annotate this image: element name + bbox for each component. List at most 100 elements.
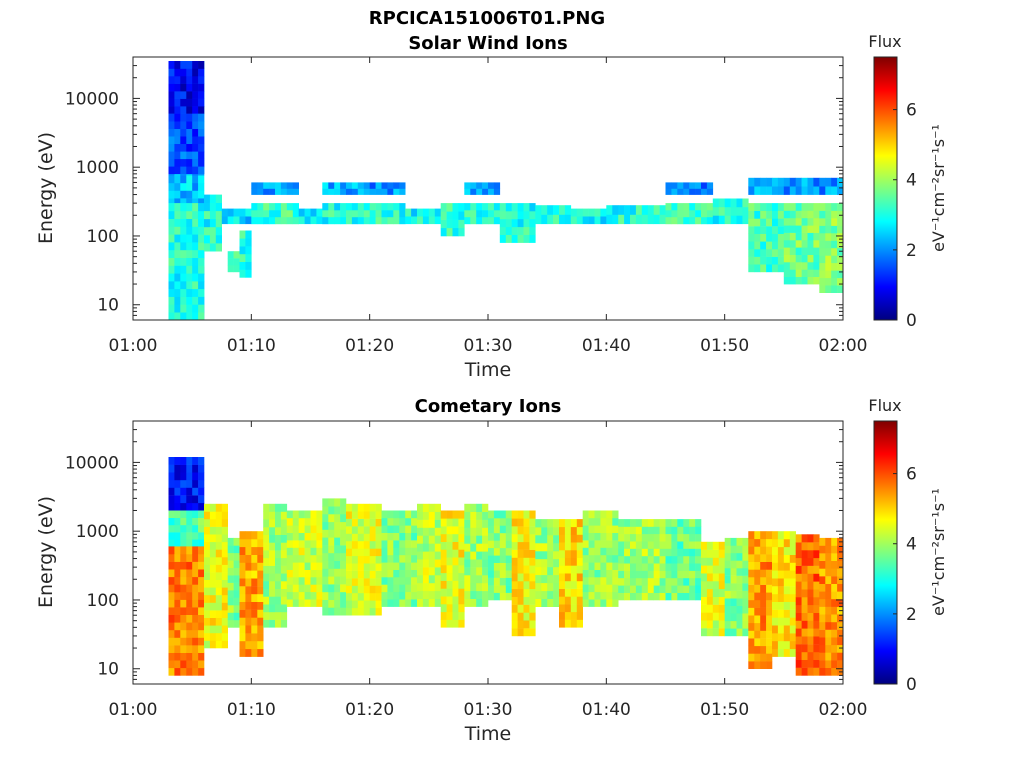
heatmap-cell <box>168 106 175 114</box>
heatmap-cell <box>831 255 838 264</box>
heatmap-cell <box>819 637 826 646</box>
heatmap-cell <box>198 304 205 313</box>
heatmap-cell <box>346 503 353 512</box>
heatmap-cell <box>772 264 779 273</box>
heatmap-cell <box>428 543 435 552</box>
heatmap-cell <box>819 218 826 226</box>
heatmap-cell <box>186 304 193 313</box>
heatmap-cell <box>600 591 607 600</box>
heatmap-cell <box>677 592 684 601</box>
heatmap-cell <box>174 273 181 282</box>
heatmap-cell <box>505 211 512 220</box>
heatmap-cell <box>689 541 696 549</box>
heatmap-cell <box>399 554 406 563</box>
heatmap-cell <box>641 577 648 586</box>
heatmap-cell <box>209 210 217 220</box>
heatmap-cell <box>186 495 193 504</box>
heatmap-cell <box>434 559 441 568</box>
heatmap-cell <box>198 472 205 481</box>
heatmap-cell <box>718 215 725 225</box>
heatmap-cell <box>630 563 637 571</box>
heatmap-cell <box>174 61 181 69</box>
heatmap-cell <box>298 591 305 600</box>
heatmap-cell <box>180 652 187 661</box>
heatmap-cell <box>695 555 702 564</box>
heatmap-cell <box>493 210 501 218</box>
heatmap-cell <box>683 217 690 225</box>
heatmap-cell <box>174 76 181 84</box>
heatmap-cell <box>671 526 678 535</box>
heatmap-cell <box>760 218 767 227</box>
heatmap-cell <box>819 591 826 600</box>
heatmap-cell <box>357 563 364 571</box>
heatmap-cell <box>559 588 566 597</box>
heatmap-cell <box>411 208 418 217</box>
heatmap-cell <box>553 590 560 599</box>
heatmap-cell <box>730 613 737 622</box>
heatmap-cell <box>795 667 802 676</box>
heatmap-cell <box>588 577 595 585</box>
heatmap-cell <box>198 539 205 547</box>
heatmap-cell <box>168 203 175 212</box>
heatmap-cell <box>446 596 453 605</box>
heatmap-cell <box>511 565 518 574</box>
x-axis-label: Time <box>464 723 512 745</box>
heatmap-cell <box>180 660 187 669</box>
heatmap-cell <box>275 182 282 189</box>
heatmap-cell <box>772 210 779 219</box>
heatmap-cell <box>683 548 690 557</box>
heatmap-cell <box>470 582 477 592</box>
heatmap-cell <box>363 511 370 519</box>
heatmap-cell <box>748 622 755 631</box>
heatmap-cell <box>269 604 276 613</box>
heatmap-cell <box>387 569 394 578</box>
heatmap-cell <box>174 637 181 646</box>
heatmap-cell <box>813 269 820 277</box>
heatmap-cell <box>275 188 282 195</box>
heatmap-cell <box>618 541 625 549</box>
heatmap-cell <box>766 630 773 639</box>
heatmap-cell <box>233 208 240 217</box>
heatmap-cell <box>221 503 228 512</box>
heatmap-cell <box>564 619 572 628</box>
heatmap-cell <box>647 555 654 564</box>
heatmap-cell <box>677 541 684 549</box>
heatmap-cell <box>706 203 714 211</box>
heatmap-cell <box>428 519 435 528</box>
heatmap-cell <box>168 592 175 600</box>
heatmap-cell <box>766 186 773 195</box>
heatmap-cell <box>541 598 548 607</box>
heatmap-cell <box>635 577 643 586</box>
heatmap-cell <box>215 235 222 244</box>
heatmap-cell <box>286 569 293 578</box>
heatmap-cell <box>257 648 264 657</box>
heatmap-cell <box>659 533 666 542</box>
heatmap-cell <box>813 644 820 653</box>
heatmap-cell <box>783 546 790 555</box>
heatmap-cell <box>257 210 264 218</box>
heatmap-cell <box>730 628 737 637</box>
heatmap-cell <box>825 614 832 623</box>
heatmap-cell <box>375 526 382 534</box>
heatmap-cell <box>783 262 790 270</box>
heatmap-cell <box>630 570 637 579</box>
heatmap-cell <box>174 667 181 676</box>
heatmap-cell <box>298 569 305 578</box>
heatmap-cell <box>280 217 288 225</box>
heatmap-cell <box>186 487 193 496</box>
heatmap-cell <box>393 510 400 519</box>
heatmap-cell <box>505 555 512 563</box>
heatmap-cell <box>777 609 785 618</box>
heatmap-cell <box>825 637 832 646</box>
heatmap-cell <box>736 613 743 622</box>
heatmap-cell <box>789 225 796 233</box>
heatmap-cell <box>428 208 435 217</box>
heatmap-cell <box>168 645 175 653</box>
heatmap-cell <box>363 217 370 225</box>
heatmap-cell <box>322 591 329 600</box>
heatmap-cell <box>399 540 406 548</box>
heatmap-cell <box>482 503 489 512</box>
heatmap-cell <box>559 596 566 605</box>
heatmap-cell <box>712 612 719 621</box>
heatmap-cell <box>517 218 524 228</box>
